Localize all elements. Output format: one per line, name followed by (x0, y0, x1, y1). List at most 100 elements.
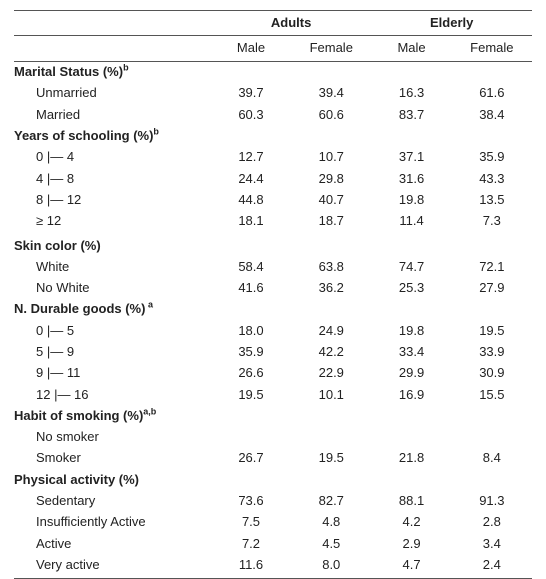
cell-value: 74.7 (371, 256, 451, 277)
cell-value: 25.3 (371, 278, 451, 299)
table-row: Very active11.68.04.72.4 (14, 554, 532, 578)
cell-value: 33.4 (371, 341, 451, 362)
section-title: N. Durable goods (%) a (14, 299, 532, 320)
section-title: Years of schooling (%)b (14, 125, 532, 146)
table-row: 5 |— 935.942.233.433.9 (14, 341, 532, 362)
cell-value (291, 427, 371, 448)
cell-value: 42.2 (291, 341, 371, 362)
cell-value: 18.0 (211, 320, 291, 341)
cell-value: 24.4 (211, 168, 291, 189)
cell-value: 37.1 (371, 147, 451, 168)
row-label: 8 |— 12 (14, 189, 211, 210)
footnote-mark: b (153, 127, 159, 137)
cell-value: 21.8 (371, 448, 451, 469)
cell-value: 26.7 (211, 448, 291, 469)
cell-value: 91.3 (452, 491, 532, 512)
table-row: 0 |— 518.024.919.819.5 (14, 320, 532, 341)
row-label: 0 |— 5 (14, 320, 211, 341)
table-row: Unmarried39.739.416.361.6 (14, 83, 532, 104)
header-sub-blank (14, 36, 211, 61)
section-title: Habit of smoking (%)a,b (14, 405, 532, 426)
cell-value: 2.8 (452, 512, 532, 533)
cell-value: 19.5 (452, 320, 532, 341)
header-group-1: Elderly (371, 11, 532, 36)
section-header: Marital Status (%)b (14, 61, 532, 83)
row-label: White (14, 256, 211, 277)
cell-value: 31.6 (371, 168, 451, 189)
cell-value: 16.3 (371, 83, 451, 104)
cell-value: 2.4 (452, 554, 532, 578)
header-group-0: Adults (211, 11, 372, 36)
header-blank (14, 11, 211, 36)
section-header: Years of schooling (%)b (14, 125, 532, 146)
cell-value (371, 427, 451, 448)
cell-value: 13.5 (452, 189, 532, 210)
row-label: No smoker (14, 427, 211, 448)
cell-value: 73.6 (211, 491, 291, 512)
table-row: White58.463.874.772.1 (14, 256, 532, 277)
footnote-mark: a,b (143, 407, 156, 417)
table-row: No White41.636.225.327.9 (14, 278, 532, 299)
row-label: Married (14, 104, 211, 125)
cell-value: 4.7 (371, 554, 451, 578)
cell-value: 72.1 (452, 256, 532, 277)
cell-value: 8.4 (452, 448, 532, 469)
section-header: Skin color (%) (14, 232, 532, 256)
footnote-mark: a (145, 300, 153, 310)
section-title: Skin color (%) (14, 232, 532, 256)
table-body: Marital Status (%)bUnmarried39.739.416.3… (14, 61, 532, 579)
cell-value: 60.3 (211, 104, 291, 125)
header-sub-2: Male (371, 36, 451, 61)
cell-value: 8.0 (291, 554, 371, 578)
table-row: 4 |— 824.429.831.643.3 (14, 168, 532, 189)
header-sub-1: Female (291, 36, 371, 61)
row-label: No White (14, 278, 211, 299)
section-title: Physical activity (%) (14, 469, 532, 490)
cell-value: 33.9 (452, 341, 532, 362)
cell-value: 12.7 (211, 147, 291, 168)
cell-value: 16.9 (371, 384, 451, 405)
cell-value: 35.9 (211, 341, 291, 362)
cell-value: 43.3 (452, 168, 532, 189)
cell-value: 10.1 (291, 384, 371, 405)
cell-value: 38.4 (452, 104, 532, 125)
cell-value: 60.6 (291, 104, 371, 125)
cell-value: 58.4 (211, 256, 291, 277)
cell-value: 10.7 (291, 147, 371, 168)
cell-value: 82.7 (291, 491, 371, 512)
header-sub-3: Female (452, 36, 532, 61)
cell-value: 29.9 (371, 363, 451, 384)
cell-value: 4.8 (291, 512, 371, 533)
row-label: 9 |— 11 (14, 363, 211, 384)
cell-value: 7.2 (211, 533, 291, 554)
row-label: 4 |— 8 (14, 168, 211, 189)
section-title: Marital Status (%)b (14, 61, 532, 83)
footnote-mark: b (123, 63, 129, 73)
row-label: Sedentary (14, 491, 211, 512)
cell-value: 63.8 (291, 256, 371, 277)
cell-value: 11.4 (371, 211, 451, 232)
cell-value (211, 427, 291, 448)
cell-value: 18.1 (211, 211, 291, 232)
cell-value: 18.7 (291, 211, 371, 232)
table-row: Sedentary73.682.788.191.3 (14, 491, 532, 512)
cell-value: 88.1 (371, 491, 451, 512)
cell-value: 35.9 (452, 147, 532, 168)
cell-value: 29.8 (291, 168, 371, 189)
cell-value: 15.5 (452, 384, 532, 405)
table-row: 0 |— 412.710.737.135.9 (14, 147, 532, 168)
cell-value: 2.9 (371, 533, 451, 554)
row-label: 5 |— 9 (14, 341, 211, 362)
cell-value: 19.8 (371, 189, 451, 210)
cell-value: 61.6 (452, 83, 532, 104)
cell-value (452, 427, 532, 448)
row-label: 12 |— 16 (14, 384, 211, 405)
cell-value: 7.5 (211, 512, 291, 533)
cell-value: 36.2 (291, 278, 371, 299)
cell-value: 19.8 (371, 320, 451, 341)
cell-value: 3.4 (452, 533, 532, 554)
section-header: Habit of smoking (%)a,b (14, 405, 532, 426)
cell-value: 22.9 (291, 363, 371, 384)
table-row: Insufficiently Active7.54.84.22.8 (14, 512, 532, 533)
row-label: 0 |— 4 (14, 147, 211, 168)
